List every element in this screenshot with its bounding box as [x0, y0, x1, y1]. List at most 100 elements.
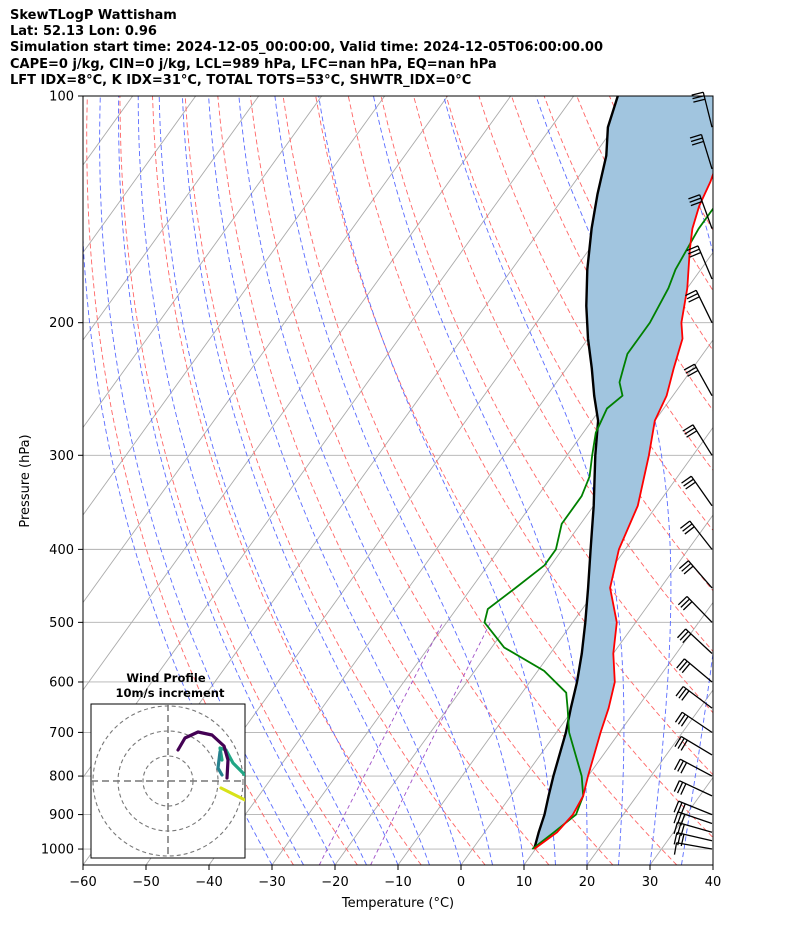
y-tick-label: 600 [49, 675, 74, 690]
x-axis-label: Temperature (°C) [341, 896, 454, 911]
y-tick-label: 700 [49, 726, 74, 741]
mixing-ratio-0 [318, 622, 444, 865]
wind-barb [679, 520, 713, 550]
isotherm-0 [460, 514, 713, 865]
wind-barb [686, 245, 713, 280]
hodograph-trace [216, 750, 224, 777]
wind-barb [674, 711, 713, 733]
x-tick-label: 20 [579, 875, 596, 890]
wind-barb [683, 363, 713, 396]
moist-adiabat--25 [99, 96, 304, 865]
dry-adiabat-160 [706, 96, 713, 108]
isotherm--130 [83, 96, 197, 254]
dry-adiabat-0 [184, 96, 486, 865]
x-axis-ticks: −60 −50 −40 −30 −20 −10 0 10 20 30 40 [69, 865, 721, 890]
wind-profile-inset: Wind Profile 10m/s increment [90, 671, 246, 859]
wind-barb [674, 758, 713, 777]
dry-adiabat-40 [315, 96, 713, 839]
moist-adiabat-5 [238, 96, 493, 865]
isotherm--100 [83, 96, 386, 516]
wind-barb [673, 800, 713, 816]
dry-adiabat-170 [740, 96, 794, 865]
y-axis-ticks: 100 200 300 400 500 600 700 800 900 1000 [41, 90, 83, 858]
moist-adiabat-40 [712, 862, 713, 865]
wind-barbs [673, 91, 713, 855]
dry-adiabat-10 [217, 96, 550, 865]
wind-barb [681, 475, 713, 507]
isotherm-10 [523, 601, 713, 865]
isotherm--150 [0, 96, 70, 865]
dry-adiabat--20 [119, 96, 358, 865]
moist-adiabat-10 [274, 96, 525, 865]
wind-barb [673, 832, 713, 847]
y-tick-label: 100 [49, 90, 74, 105]
moist-adiabat--15 [137, 96, 367, 865]
indices-line-1: CAPE=0 j/kg, CIN=0 j/kg, LCL=989 hPa, LF… [10, 56, 497, 72]
isotherm-40 [712, 864, 713, 865]
temperature-line [533, 171, 713, 850]
wind-barb [675, 685, 713, 709]
cape-cin-shading [534, 96, 713, 849]
parcel-path-line [533, 96, 619, 850]
wind-barb [685, 289, 713, 323]
wind-barb [673, 780, 713, 797]
moist-adiabat--10 [158, 96, 399, 865]
y-tick-label: 500 [49, 616, 74, 631]
dry-adiabat-30 [282, 96, 678, 865]
isotherm--90 [83, 96, 449, 604]
profile-lines [483, 96, 713, 850]
x-tick-label: 40 [705, 875, 722, 890]
wind-barb [677, 628, 713, 655]
wind-barb [678, 560, 713, 589]
y-tick-label: 900 [49, 808, 74, 823]
moist-adiabat--5 [181, 96, 430, 865]
dry-adiabat-110 [543, 96, 713, 412]
isotherm--80 [83, 96, 512, 691]
inset-subtitle: 10m/s increment [116, 686, 225, 700]
indices-line-2: LFT IDX=8°C, K IDX=31°C, TOTAL TOTS=53°C… [10, 72, 472, 88]
hodograph-trace [176, 730, 230, 780]
location-line: Lat: 52.13 Lon: 0.96 [10, 24, 157, 40]
cin-shading [534, 96, 713, 849]
moist-adiabat-0 [208, 96, 462, 865]
moist-adiabat-25 [443, 96, 625, 865]
chart-title: SkewTLogP Wattisham [10, 8, 177, 23]
dry-adiabat--30 [86, 96, 294, 865]
wind-barb [676, 658, 713, 683]
isotherm-20 [586, 689, 713, 865]
inset-title: Wind Profile [126, 671, 206, 685]
x-tick-label: −20 [321, 875, 348, 890]
wind-barb [674, 735, 713, 756]
wind-barb [688, 194, 713, 229]
wind-barb [673, 811, 713, 826]
dry-adiabat--10 [152, 96, 422, 865]
x-tick-label: 30 [642, 875, 659, 890]
x-tick-label: 0 [457, 875, 465, 890]
dry-adiabat-20 [249, 96, 614, 865]
y-tick-label: 200 [49, 316, 74, 331]
dewpoint-line [483, 207, 713, 850]
x-tick-label: −50 [132, 875, 159, 890]
wind-barb [689, 133, 713, 170]
x-tick-label: −60 [69, 875, 96, 890]
x-tick-label: −30 [258, 875, 285, 890]
simulation-line: Simulation start time: 2024-12-05_00:00:… [10, 40, 603, 56]
chart-header: SkewTLogP Wattisham Lat: 52.13 Lon: 0.96… [10, 8, 603, 89]
x-tick-label: 10 [516, 875, 533, 890]
moist-adiabat--20 [118, 96, 336, 865]
isotherm--120 [83, 96, 260, 341]
y-tick-label: 800 [49, 770, 74, 785]
mixing-ratio-1 [370, 622, 491, 865]
dry-adiabat-100 [511, 96, 713, 472]
isotherm--110 [83, 96, 323, 429]
hodograph-trace [219, 786, 245, 802]
dry-adiabat-60 [380, 96, 713, 714]
y-tick-label: 400 [49, 543, 74, 558]
dry-adiabat-180 [773, 96, 794, 865]
isotherm--30 [271, 251, 713, 865]
y-tick-label: 1000 [41, 843, 74, 858]
isotherm--160 [0, 96, 7, 865]
moist-adiabat-20 [373, 96, 588, 865]
y-axis-label: Pressure (hPa) [18, 434, 33, 527]
